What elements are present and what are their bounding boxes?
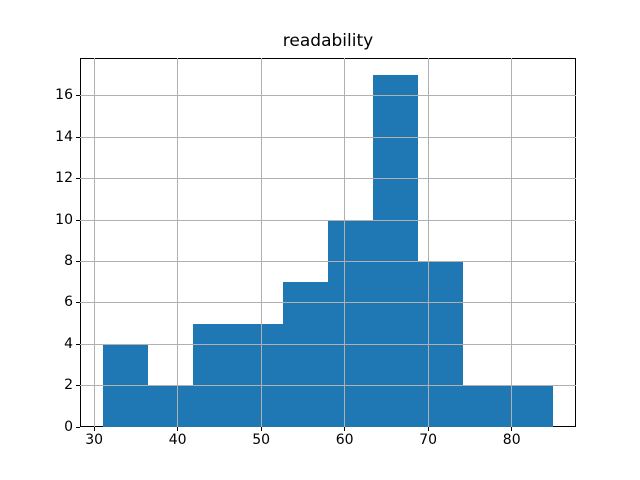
x-gridline (344, 57, 346, 428)
x-tick-label: 70 (419, 432, 438, 449)
x-tick-label: 60 (335, 432, 354, 449)
y-gridline (80, 302, 576, 304)
x-tick-label: 50 (252, 432, 271, 449)
y-tick-mark (76, 178, 80, 180)
y-tick-label: 2 (64, 377, 73, 394)
y-tick-label: 6 (64, 294, 73, 311)
y-tick-mark (76, 261, 80, 263)
histogram-bar (282, 282, 328, 428)
x-tick-mark (344, 427, 346, 432)
x-tick-mark (177, 427, 179, 432)
chart-title: readability (282, 31, 374, 51)
y-tick-mark (76, 343, 80, 345)
x-tick-label: 80 (502, 432, 521, 449)
y-tick-mark (76, 219, 80, 221)
x-tick-mark (427, 427, 429, 432)
y-gridline (80, 385, 576, 387)
y-tick-label: 12 (55, 170, 73, 187)
histogram-bar (147, 385, 193, 428)
histogram-bar (192, 323, 238, 428)
y-tick-label: 4 (64, 335, 73, 352)
y-tick-label: 14 (55, 128, 73, 145)
y-gridline (80, 261, 576, 263)
x-gridline (177, 57, 179, 428)
y-tick-label: 10 (55, 211, 73, 228)
y-tick-label: 16 (55, 87, 73, 104)
histogram-bar (328, 220, 374, 428)
x-gridline (427, 57, 429, 428)
plot-area (80, 57, 576, 428)
x-tick-mark (93, 427, 95, 432)
y-gridline (80, 95, 576, 97)
y-gridline (80, 136, 576, 138)
y-tick-mark (76, 136, 80, 138)
x-gridline (260, 57, 262, 428)
y-gridline (80, 343, 576, 345)
y-tick-mark (76, 426, 80, 428)
y-tick-mark (76, 385, 80, 387)
x-tick-mark (260, 427, 262, 432)
histogram-bar (463, 385, 509, 428)
y-gridline (80, 178, 576, 180)
y-tick-label: 8 (64, 253, 73, 270)
x-gridline (93, 57, 95, 428)
y-gridline (80, 219, 576, 221)
y-tick-label: 0 (64, 418, 73, 435)
x-gridline (511, 57, 513, 428)
histogram-bar (508, 385, 554, 428)
y-tick-mark (76, 302, 80, 304)
x-tick-label: 40 (168, 432, 187, 449)
histogram-bar (373, 75, 419, 428)
x-tick-mark (511, 427, 513, 432)
histogram-bar (237, 323, 283, 428)
x-tick-label: 30 (85, 432, 104, 449)
y-tick-mark (76, 95, 80, 97)
